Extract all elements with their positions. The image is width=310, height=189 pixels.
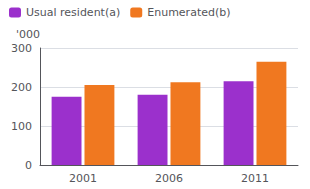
svg-text:0: 0 xyxy=(25,159,32,172)
svg-text:100: 100 xyxy=(11,120,32,133)
svg-text:Enumerated(b): Enumerated(b) xyxy=(147,6,230,19)
svg-text:'000: '000 xyxy=(16,28,40,41)
svg-text:2001: 2001 xyxy=(69,172,97,185)
svg-text:300: 300 xyxy=(11,42,32,55)
svg-text:2011: 2011 xyxy=(241,172,269,185)
svg-text:200: 200 xyxy=(11,81,32,94)
svg-text:Usual resident(a): Usual resident(a) xyxy=(26,6,120,19)
svg-text:2006: 2006 xyxy=(155,172,183,185)
